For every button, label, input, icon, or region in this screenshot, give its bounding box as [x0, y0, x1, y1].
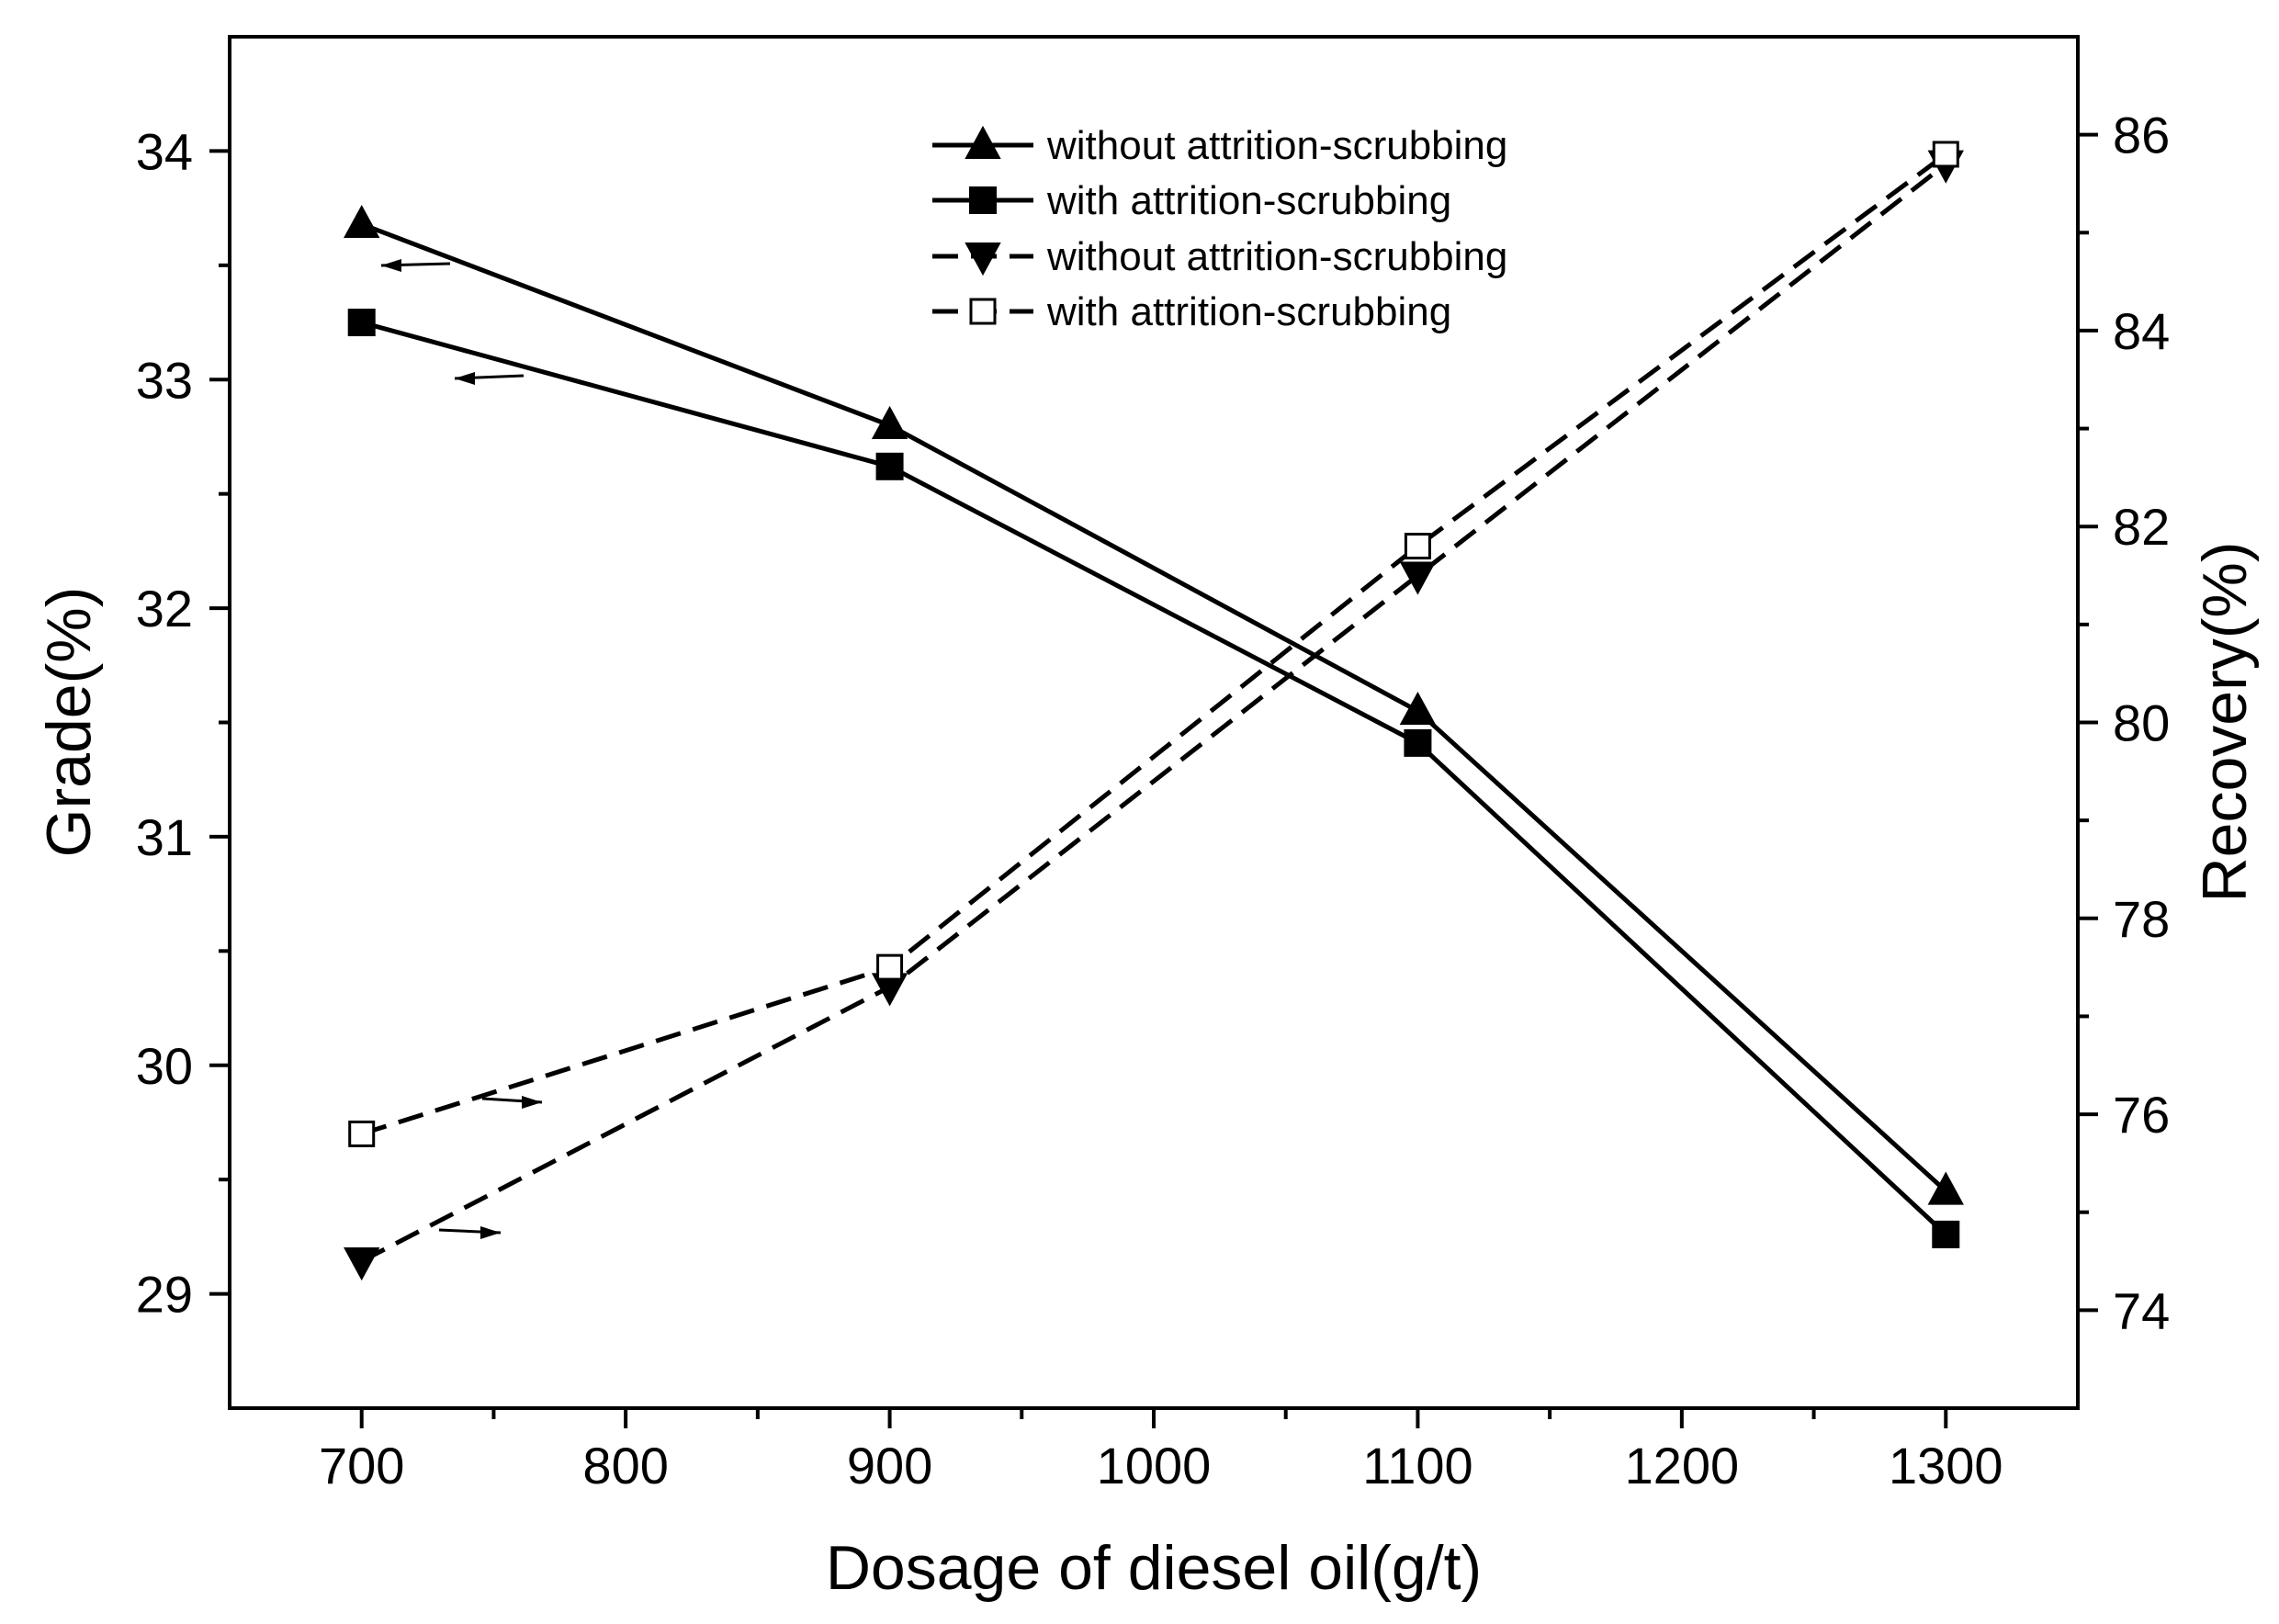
- legend-label: without attrition-scrubbing: [1046, 234, 1507, 279]
- legend-item: with attrition-scrubbing: [932, 178, 1451, 223]
- data-point: [348, 1120, 376, 1147]
- legend-marker: [969, 186, 997, 214]
- axis-indicator-arrow: [454, 372, 525, 385]
- y-right-tick-label: 84: [2113, 302, 2170, 360]
- legend-item: with attrition-scrubbing: [932, 289, 1451, 334]
- y-left-tick-label: 29: [136, 1266, 193, 1324]
- data-point: [1932, 141, 1959, 168]
- x-tick-label: 1000: [1097, 1437, 1212, 1494]
- series-2: [347, 309, 1960, 1248]
- x-tick-label: 1300: [1889, 1437, 2003, 1494]
- arrow-head: [381, 259, 401, 272]
- data-point: [1404, 533, 1431, 560]
- y-right-tick-label: 86: [2113, 107, 2170, 164]
- legend-marker: [965, 125, 1001, 159]
- y-left-axis-title: Grade(%): [34, 587, 104, 858]
- legend-marker: [969, 298, 997, 325]
- y-right-tick-label: 76: [2113, 1086, 2170, 1144]
- arrow-head: [455, 372, 475, 385]
- series-layer: [344, 141, 1964, 1281]
- data-point: [871, 405, 908, 440]
- y-left-tick-label: 30: [136, 1037, 193, 1095]
- series-line: [360, 221, 1947, 1193]
- legend-label: without attrition-scrubbing: [1046, 123, 1507, 168]
- x-tick-label: 700: [319, 1437, 404, 1494]
- axis-indicator-arrow: [380, 259, 451, 272]
- data-point: [344, 204, 380, 239]
- y-right-tick-label: 74: [2113, 1281, 2170, 1339]
- tick-labels: 700 800 900 1000 1100 1200 1300 29 30 31 32 33 34 74 7…: [136, 107, 2171, 1494]
- y-right-axis-title: Recovery(%): [2190, 542, 2260, 903]
- x-tick-label: 1200: [1625, 1437, 1740, 1494]
- ticks: [209, 132, 2098, 1428]
- data-point: [347, 309, 376, 337]
- legend-marker: [965, 242, 1001, 276]
- y-left-tick-label: 32: [136, 580, 193, 637]
- arrow-head: [480, 1226, 501, 1239]
- data-point: [875, 452, 904, 480]
- y-right-tick-label: 78: [2113, 890, 2170, 948]
- data-point: [1927, 1171, 1964, 1205]
- y-left-tick-label: 31: [136, 808, 193, 866]
- x-tick-label: 900: [847, 1437, 932, 1494]
- legend-label: with attrition-scrubbing: [1046, 289, 1451, 334]
- x-tick-label: 800: [582, 1437, 668, 1494]
- legend: without attrition-scrubbing with attritio…: [932, 123, 1507, 334]
- series-line: [361, 320, 1947, 1236]
- data-point: [1404, 728, 1432, 757]
- arrow-head: [522, 1096, 542, 1109]
- y-right-tick-label: 80: [2113, 694, 2170, 752]
- series-4: [348, 141, 1959, 1147]
- data-point: [344, 1247, 380, 1281]
- data-point: [1399, 561, 1437, 595]
- y-left-tick-label: 33: [136, 351, 193, 409]
- y-right-tick-label: 82: [2113, 498, 2170, 556]
- series-line: [360, 152, 1947, 1136]
- axis-indicator-arrow: [481, 1096, 543, 1109]
- data-point: [1932, 1220, 1960, 1248]
- arrow-layer: [380, 259, 543, 1239]
- legend-item: without attrition-scrubbing: [932, 234, 1507, 279]
- series-line: [360, 162, 1947, 1264]
- axis-indicator-arrow: [438, 1226, 502, 1239]
- data-point: [1399, 691, 1437, 726]
- legend-item: without attrition-scrubbing: [932, 123, 1507, 168]
- x-tick-label: 1100: [1362, 1437, 1472, 1494]
- series-1: [344, 204, 1964, 1205]
- data-point: [876, 953, 904, 981]
- x-axis-title: Dosage of diesel oil(g/t): [826, 1533, 1482, 1603]
- y-left-tick-label: 34: [136, 122, 193, 180]
- legend-label: with attrition-scrubbing: [1046, 178, 1451, 223]
